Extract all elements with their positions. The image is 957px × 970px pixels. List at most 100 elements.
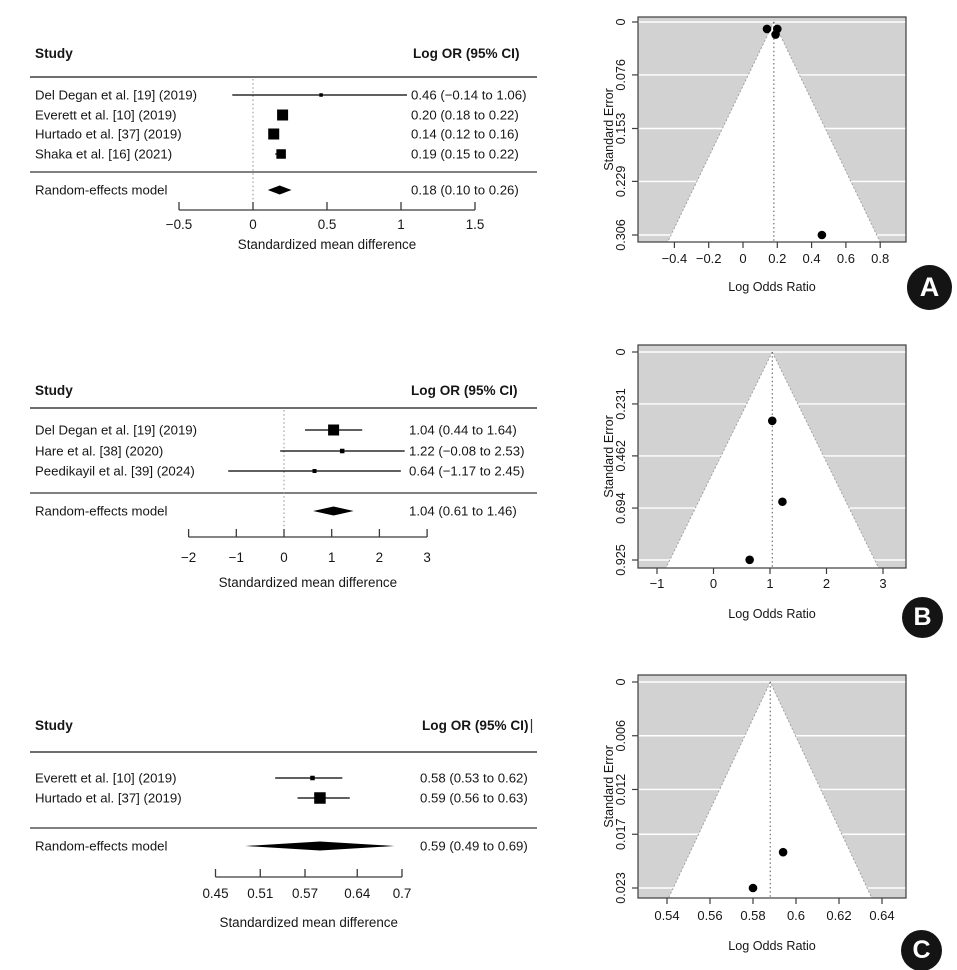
effect-box [276, 149, 286, 159]
x-axis-tick-label: 0 [249, 217, 256, 232]
data-point [767, 416, 777, 426]
study-row: Hurtado et al. [37] (2019) 0.59 (0.56 to … [35, 791, 528, 806]
x-axis-tick-label: 0.7 [393, 886, 412, 901]
y-axis-tick-label: 0.229 [614, 166, 628, 198]
x-axis-tick-label: 0.64 [344, 886, 371, 901]
summary-label: Random-effects model [35, 839, 167, 854]
y-axis-tick-label: 0.153 [614, 113, 628, 145]
y-axis-tick-label: 0.006 [614, 720, 628, 752]
data-point [778, 847, 788, 857]
x-axis-title: Log Odds Ratio [728, 939, 816, 953]
x-axis-tick-label: 0.54 [654, 908, 679, 923]
effect-column-header: Log OR (95% CI) [422, 718, 529, 733]
x-axis-tick-label: 0.51 [247, 886, 273, 901]
plot-border [637, 16, 907, 243]
y-axis-tick-label: 0.462 [614, 440, 628, 472]
effect-value: 0.59 (0.56 to 0.63) [420, 791, 528, 806]
x-axis-tick-label: −0.5 [166, 217, 192, 232]
x-axis-tick-label: −1 [229, 550, 244, 565]
x-axis-tick-label: 3 [879, 576, 886, 591]
y-axis-tick-label: 0.231 [614, 388, 628, 420]
forest-plot-b: Study Log OR (95% CI) Del Degan et al. [19… [30, 383, 537, 590]
x-axis-tick-label: −0.2 [696, 251, 722, 266]
x-axis-title: Log Odds Ratio [728, 280, 816, 294]
y-axis-tick-label: 0.012 [614, 774, 628, 806]
x-axis-tick-label: 0.57 [292, 886, 318, 901]
data-point [778, 497, 787, 507]
study-row: Shaka et al. [16] (2021) 0.19 (0.15 to 0.… [35, 147, 519, 162]
plot-border [637, 344, 907, 569]
y-axis-tick-label: 0.925 [614, 544, 628, 576]
summary-row: Random-effects model 0.18 (0.10 to 0.26) [35, 183, 519, 198]
x-axis-tick-label: 0.5 [318, 217, 337, 232]
effect-value: 1.04 (0.44 to 1.64) [409, 423, 517, 438]
study-label: Shaka et al. [16] (2021) [35, 147, 172, 162]
effect-box [268, 128, 280, 140]
effect-box [310, 775, 315, 781]
panel-label-c: C [901, 930, 942, 970]
summary-row: Random-effects model 1.04 (0.61 to 1.46) [35, 504, 517, 519]
y-axis-tick-label: 0 [614, 348, 628, 355]
effect-box [314, 792, 326, 804]
plot-area [638, 680, 906, 898]
study-row: Everett et al. [10] (2019) 0.58 (0.53 to … [35, 771, 528, 786]
summary-label: Random-effects model [35, 183, 167, 198]
summary-label: Random-effects model [35, 504, 167, 519]
plot-border [637, 674, 907, 899]
plot-area [638, 20, 906, 242]
x-axis-title: Standardized mean difference [220, 915, 398, 930]
study-row: Hare et al. [38] (2020) 1.22 (−0.08 to 2.… [35, 444, 524, 459]
y-axis-tick-label: 0 [614, 678, 628, 685]
x-axis-tick-label: 1.5 [466, 217, 485, 232]
x-axis-tick-label: 0 [710, 576, 717, 591]
panel-label-a: A [907, 265, 952, 310]
x-axis-tick-label: 0 [739, 251, 746, 266]
effect-value: 0.19 (0.15 to 0.22) [411, 147, 519, 162]
x-axis-tick-label: 0.6 [837, 251, 855, 266]
effect-value: 0.64 (−1.17 to 2.45) [409, 464, 524, 479]
study-label: Hurtado et al. [37] (2019) [35, 127, 182, 142]
y-axis-tick-label: 0.076 [614, 59, 628, 91]
summary-diamond [313, 506, 354, 516]
effect-value: 1.22 (−0.08 to 2.53) [409, 444, 524, 459]
study-label: Everett et al. [10] (2019) [35, 108, 176, 123]
x-axis-tick-label: 0 [280, 550, 287, 565]
x-axis-tick-label: −2 [181, 550, 196, 565]
plot-area [638, 350, 906, 568]
effect-value: 0.20 (0.18 to 0.22) [411, 108, 519, 123]
y-axis-tick-label: 0.306 [614, 219, 628, 251]
data-point [762, 24, 772, 34]
y-axis-title: Standard Error [602, 745, 616, 828]
study-row: Hurtado et al. [37] (2019) 0.14 (0.12 to … [35, 127, 519, 142]
study-label: Del Degan et al. [19] (2019) [35, 88, 197, 103]
data-point [817, 230, 827, 240]
study-label: Del Degan et al. [19] (2019) [35, 423, 197, 438]
x-axis-tick-label: 3 [423, 550, 430, 565]
forest-plot-c: Study Log OR (95% CI) Everett et al. [10] … [30, 718, 537, 930]
y-axis-tick-label: 0.017 [614, 819, 628, 851]
y-axis-tick-label: 0.023 [614, 872, 628, 904]
effect-value: 0.14 (0.12 to 0.16) [411, 127, 519, 142]
forest-plot-a: Study Log OR (95% CI) Del Degan et al. [19… [30, 46, 537, 252]
study-column-header: Study [35, 383, 73, 398]
funnel-plot-c: 0.54 0.56 0.58 0.6 0.62 0.64 0 0.006 0.012 0.017 0… [602, 674, 907, 953]
x-axis-tick-label: 0.62 [826, 908, 851, 923]
funnel-plot-b: −1 0 1 2 3 0 0.231 0.462 0.694 0.925 Log Odds Rati… [602, 344, 907, 621]
study-column-header: Study [35, 718, 73, 733]
summary-value: 1.04 (0.61 to 1.46) [409, 504, 517, 519]
x-axis-title: Standardized mean difference [219, 575, 397, 590]
data-point [745, 555, 754, 565]
study-label: Hare et al. [38] (2020) [35, 444, 163, 459]
study-label: Peedikayil et al. [39] (2024) [35, 464, 195, 479]
x-axis-tick-label: −1 [650, 576, 665, 591]
study-label: Hurtado et al. [37] (2019) [35, 791, 182, 806]
study-row: Everett et al. [10] (2019) 0.20 (0.18 to … [35, 108, 519, 123]
x-axis-tick-label: 0.45 [202, 886, 228, 901]
y-axis-title: Standard Error [602, 88, 616, 171]
x-axis-tick-label: 1 [328, 550, 335, 565]
y-axis-tick-label: 0 [614, 18, 628, 25]
y-axis-tick-label: 0.694 [614, 492, 628, 524]
x-axis-tick-label: 2 [823, 576, 830, 591]
study-column-header: Study [35, 46, 73, 61]
x-axis-tick-label: 0.8 [871, 251, 889, 266]
